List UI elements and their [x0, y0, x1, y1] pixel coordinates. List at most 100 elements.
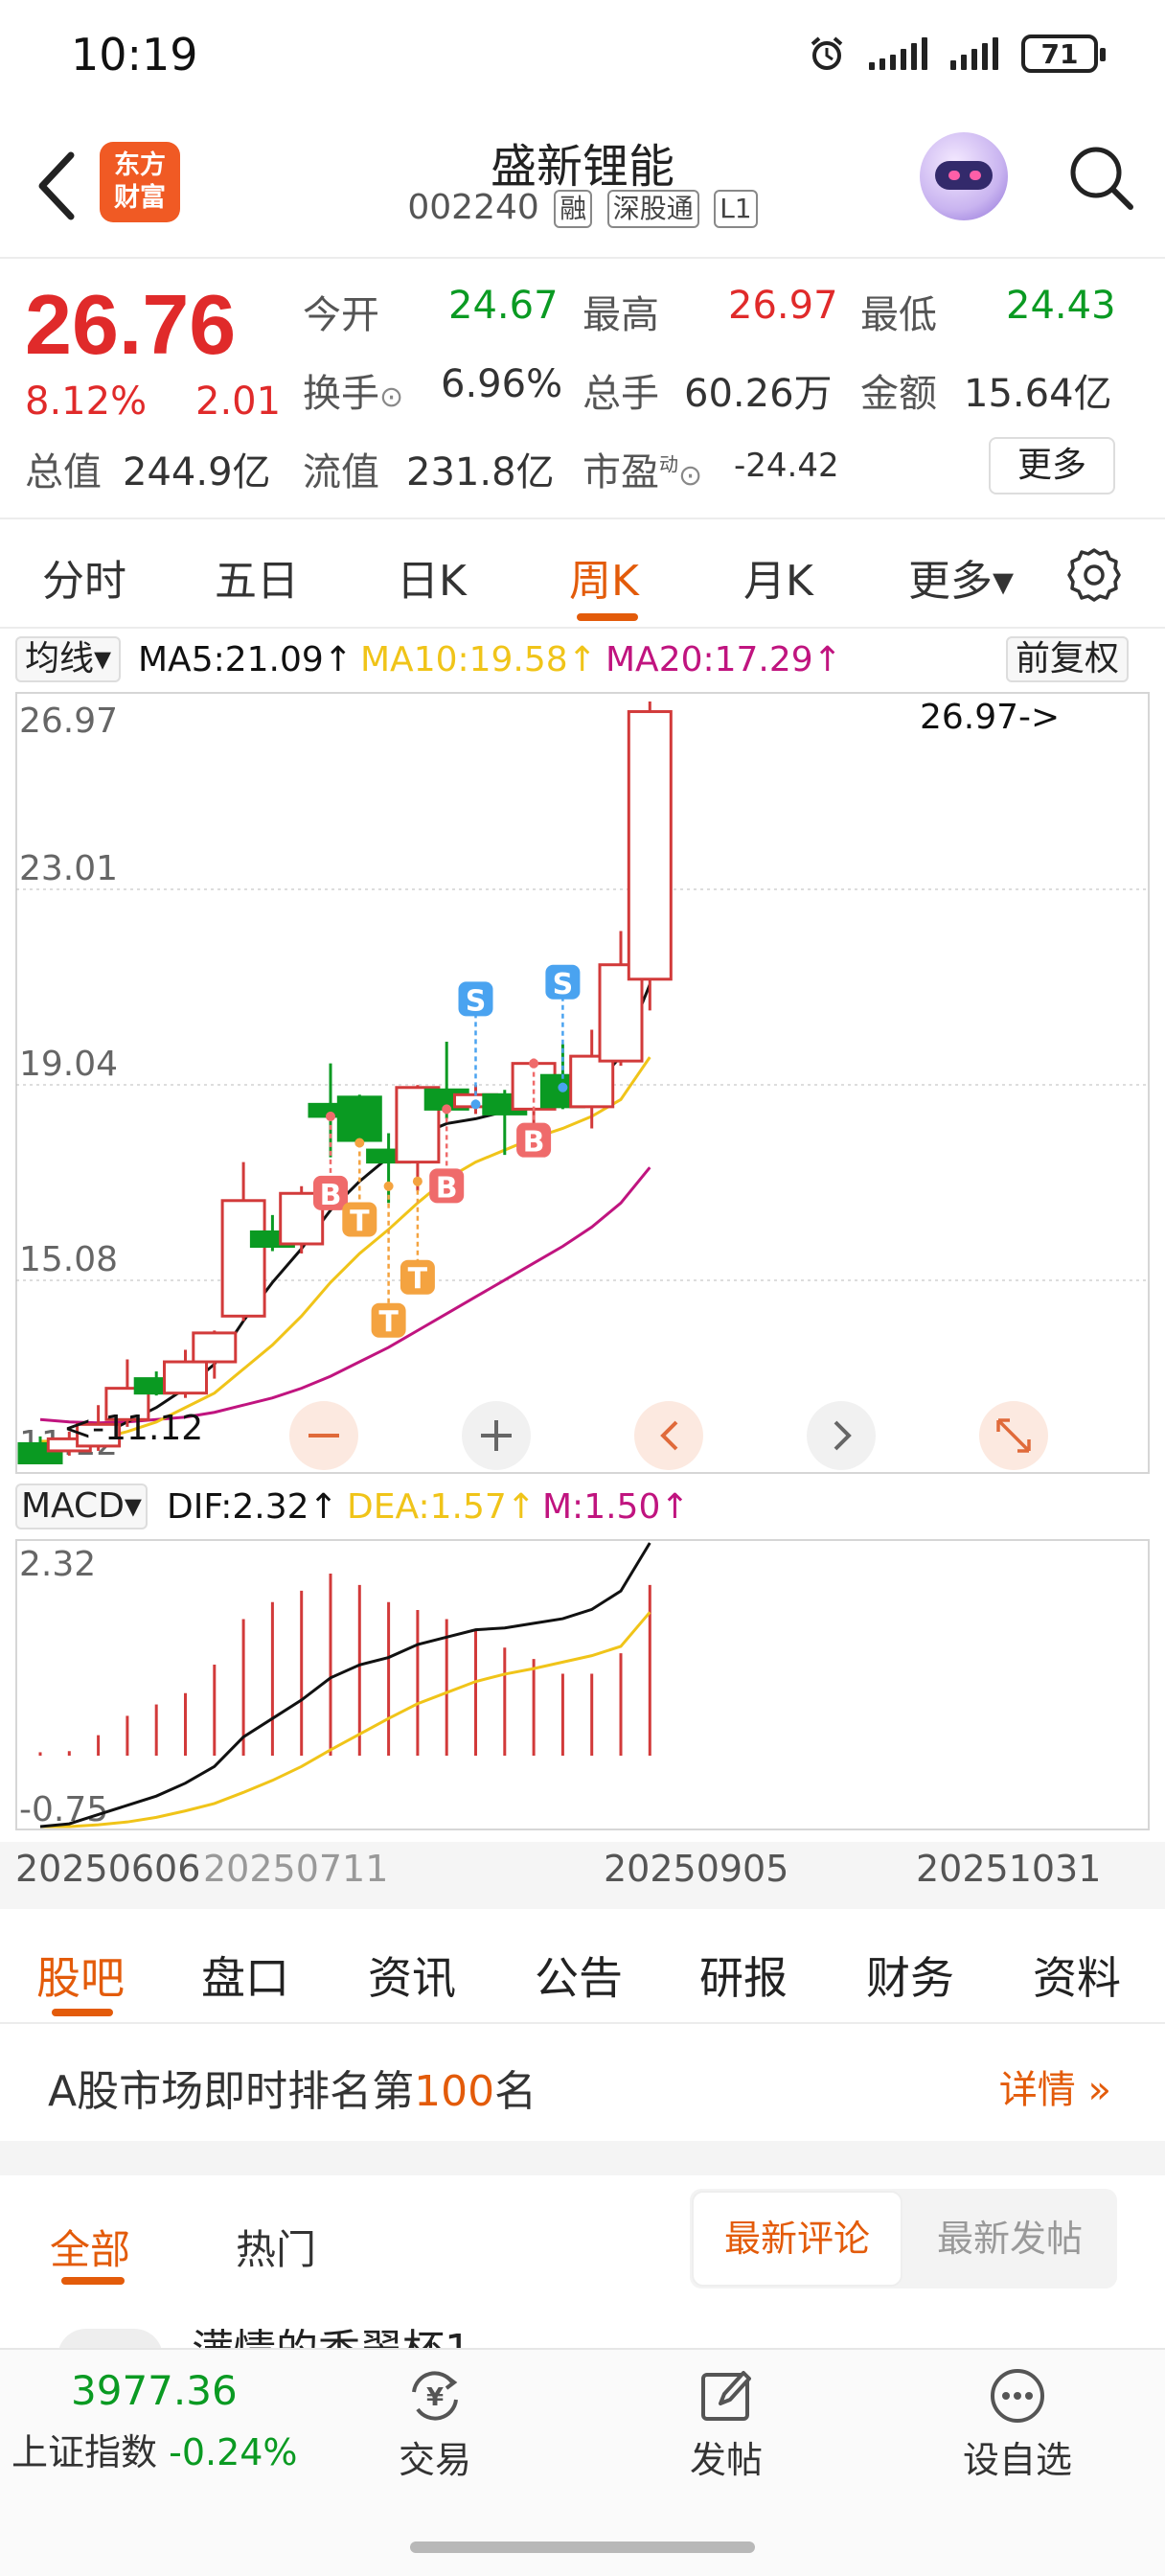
app-logo[interactable]: 东方 财富: [100, 142, 180, 222]
tab-intraday[interactable]: 分时: [42, 557, 126, 606]
stock-code: 002240: [407, 188, 539, 227]
active-tab-underline: [577, 613, 638, 621]
adjust-button[interactable]: 前复权: [1006, 636, 1130, 682]
scroll-left-button[interactable]: [634, 1401, 703, 1470]
content-tabs: 股吧 盘口 资讯 公告 研报 财务 资料: [0, 1917, 1165, 2022]
tab-five-day[interactable]: 五日: [215, 557, 299, 606]
m-label: M:1.50↑: [542, 1487, 690, 1527]
tab-announcements[interactable]: 公告: [535, 1952, 623, 2004]
sort-segmented-control: 最新评论 最新发帖: [690, 2189, 1117, 2288]
back-icon[interactable]: [29, 148, 86, 224]
tab-profile[interactable]: 资料: [1033, 1952, 1121, 2004]
tab-research[interactable]: 研报: [699, 1952, 788, 2004]
edit-icon: [701, 2371, 751, 2421]
post-filter-bar: 全部 热门 最新评论 最新发帖: [0, 2175, 1165, 2344]
signal-dot: [529, 1058, 539, 1069]
candle: [569, 1054, 615, 1109]
ma5-label: MA5:21.09↑: [138, 640, 353, 679]
filter-hot[interactable]: 热门: [236, 2226, 317, 2273]
indicator-selector[interactable]: 均线▾: [15, 636, 122, 682]
stock-name: 盛新锂能: [490, 140, 674, 194]
home-indicator[interactable]: [410, 2542, 755, 2553]
open-value: 24.67: [448, 284, 559, 328]
post-preview-title[interactable]: 满情的香翠杯1: [192, 2315, 471, 2348]
period-tabs: 分时 五日 日K 周K 月K 更多▾: [0, 525, 1165, 627]
amount-label: 金额: [860, 372, 937, 416]
y-tick-label: 19.04: [19, 1045, 118, 1084]
info-icon[interactable]: ⊙: [678, 459, 703, 493]
svg-text:¥: ¥: [426, 2383, 444, 2412]
divider: [0, 627, 1165, 629]
signal-badge-label: T: [408, 1263, 428, 1297]
max-price-label: 26.97->: [920, 698, 1060, 737]
section-gap: [0, 2141, 1165, 2175]
signal-badge-label: B: [436, 1171, 458, 1205]
rank-detail-link[interactable]: 详情 »: [998, 2068, 1111, 2112]
current-price: 26.76: [25, 277, 237, 372]
filter-all[interactable]: 全部: [50, 2226, 131, 2273]
high-value: 26.97: [728, 284, 838, 328]
float-value: 231.8亿: [406, 450, 555, 494]
post-button[interactable]: 发帖: [659, 2365, 793, 2483]
zoom-out-button[interactable]: [289, 1401, 358, 1470]
fullscreen-button[interactable]: [979, 1401, 1048, 1470]
candle: [163, 1360, 208, 1395]
signal-dot: [326, 1111, 335, 1121]
signal-dot: [354, 1138, 365, 1148]
add-watchlist-button[interactable]: 设自选: [950, 2365, 1085, 2483]
dif-label: DIF:2.32↑: [167, 1487, 338, 1527]
signal-dot: [412, 1176, 423, 1186]
tab-monthly-k[interactable]: 月K: [743, 557, 813, 606]
tag-level: L1: [714, 190, 758, 228]
market-rank-banner[interactable]: A股市场即时排名第100名 详情 »: [0, 2030, 1165, 2141]
rank-text: A股市场即时排名第100名: [48, 2067, 537, 2116]
signal-badge: [516, 1122, 552, 1158]
candle: [336, 1095, 382, 1142]
signal-icon-2: [950, 37, 998, 70]
tab-order-book[interactable]: 盘口: [201, 1952, 289, 2004]
signal-badge: [400, 1259, 435, 1295]
date-label: 20250711: [203, 1848, 389, 1890]
trade-button[interactable]: ¥ 交易: [368, 2365, 502, 2483]
tab-more[interactable]: 更多▾: [908, 557, 1015, 606]
volume-value: 60.26万: [684, 372, 833, 416]
zoom-in-button[interactable]: [462, 1401, 531, 1470]
signal-badge: [458, 981, 493, 1017]
tab-financials[interactable]: 财务: [866, 1952, 954, 2004]
macd-selector[interactable]: MACD▾: [15, 1484, 148, 1530]
scroll-right-button[interactable]: [807, 1401, 876, 1470]
divider: [0, 257, 1165, 259]
tab-guba[interactable]: 股吧: [36, 1952, 125, 2004]
sort-latest-comment[interactable]: 最新评论: [692, 2191, 902, 2287]
gear-icon[interactable]: [1063, 544, 1125, 606]
tag-connect: 深股通: [606, 190, 699, 228]
signal-badge: [545, 964, 581, 1000]
pe-value: -24.42: [734, 447, 839, 485]
signal-badge-label: B: [320, 1179, 342, 1212]
stock-code-row: 002240 融 深股通 L1: [0, 188, 1165, 228]
candle: [192, 1331, 238, 1364]
signal-badge: [429, 1168, 465, 1204]
index-ticker[interactable]: 上证指数 -0.24%: [11, 2431, 298, 2473]
divider: [0, 518, 1165, 519]
pe-label: 市盈动⊙: [582, 450, 703, 494]
more-button[interactable]: 更多: [989, 437, 1115, 494]
tab-daily-k[interactable]: 日K: [397, 557, 467, 606]
tab-news[interactable]: 资讯: [368, 1952, 456, 2004]
tab-weekly-k[interactable]: 周K: [569, 557, 639, 606]
info-icon[interactable]: ⊙: [379, 380, 404, 414]
high-label: 最高: [582, 293, 659, 337]
macd-chart[interactable]: 2.32 -0.75: [15, 1539, 1150, 1830]
float-label: 流值: [303, 450, 379, 494]
signal-badge-label: B: [523, 1126, 545, 1160]
ai-assistant-avatar[interactable]: [920, 132, 1008, 220]
index-value[interactable]: 3977.36: [71, 2367, 238, 2414]
dea-line: [40, 1611, 651, 1828]
signal-badge-label: T: [378, 1306, 399, 1340]
sort-latest-post[interactable]: 最新发帖: [936, 2218, 1083, 2260]
low-value: 24.43: [1006, 284, 1116, 328]
search-icon[interactable]: [1063, 140, 1140, 217]
signal-icon: [869, 37, 927, 70]
yuan-refresh-icon: ¥: [412, 2371, 458, 2421]
